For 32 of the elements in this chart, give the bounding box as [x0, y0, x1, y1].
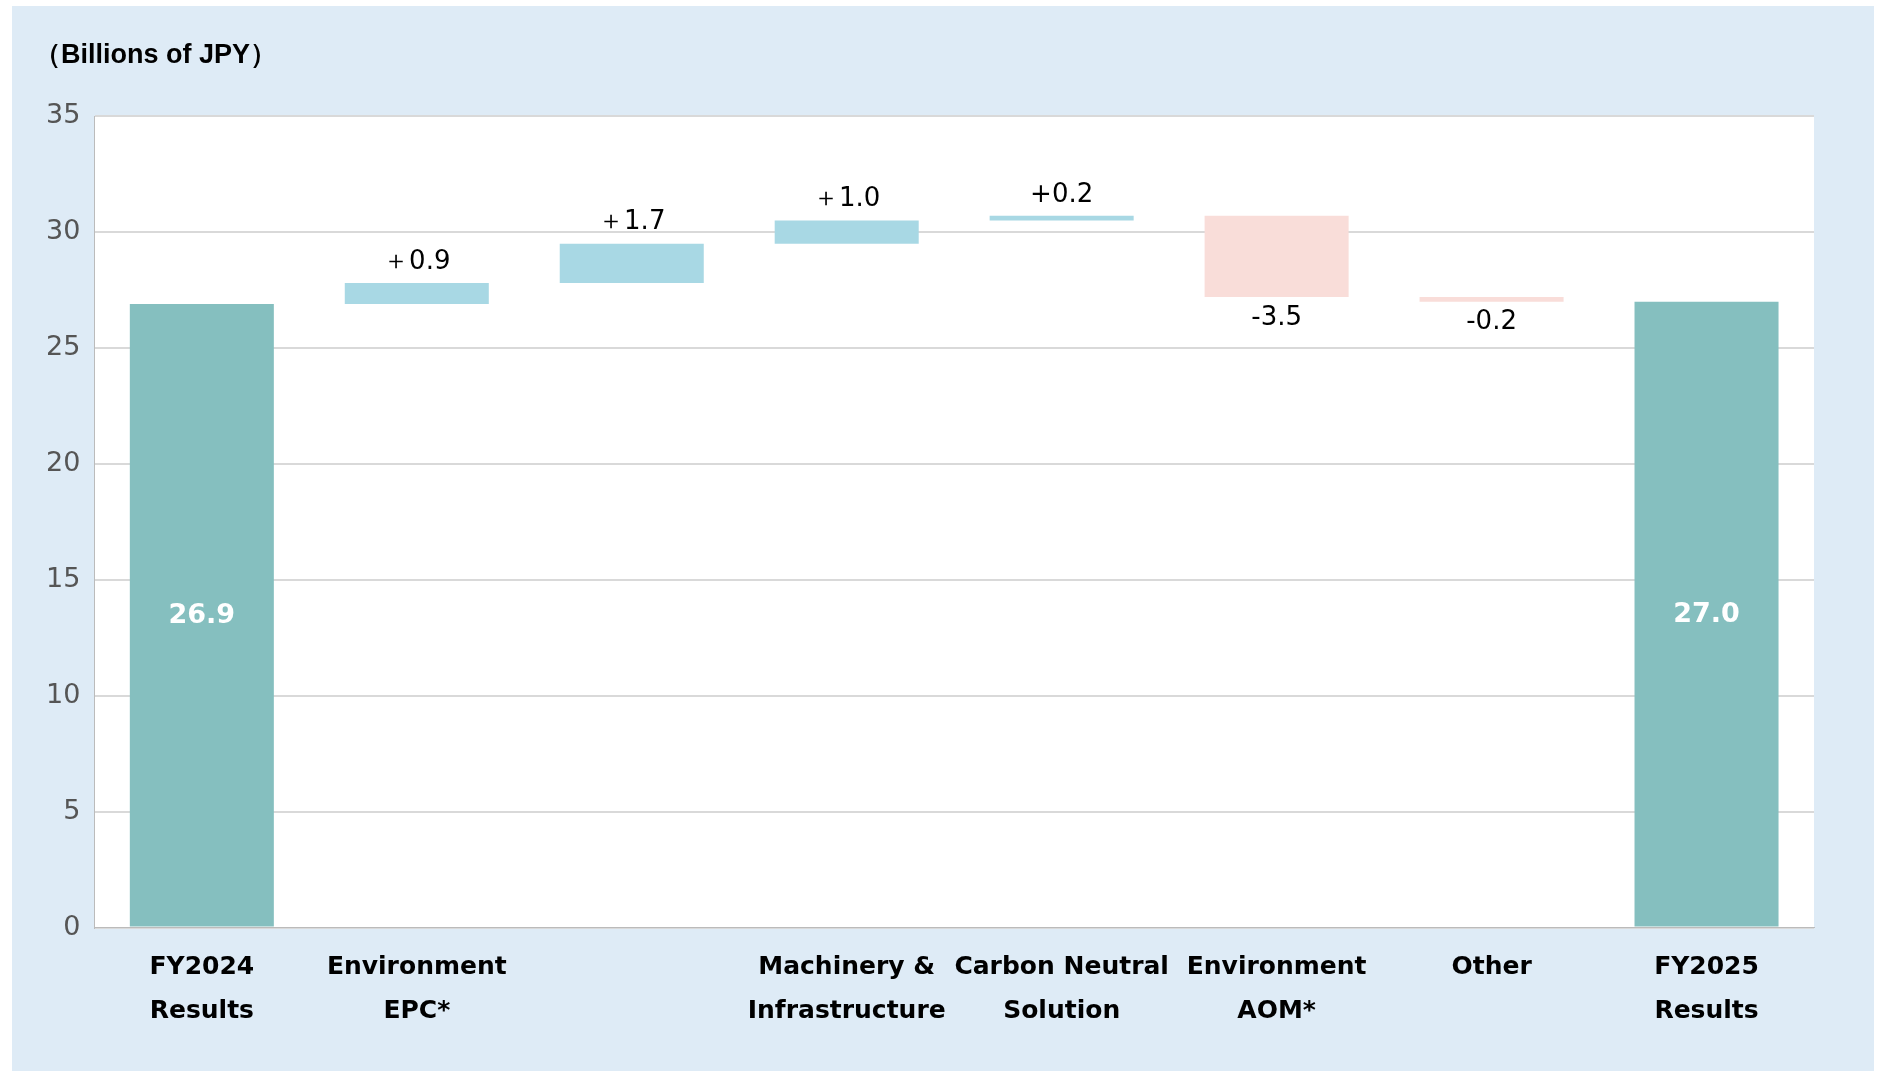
- data-label: 26.9: [168, 597, 236, 629]
- bar: [774, 220, 919, 244]
- data-label: -3.5: [1251, 300, 1302, 331]
- data-label: +0.2: [1030, 177, 1094, 208]
- bar: [559, 243, 704, 284]
- bar: [1204, 215, 1349, 297]
- data-label: ＋0.9: [383, 244, 451, 275]
- bar: [989, 215, 1134, 221]
- x-tick-label: Environment EPC*: [326, 950, 507, 1024]
- bar: [344, 283, 489, 304]
- x-tick-label: FY2025 Results: [1654, 950, 1759, 1024]
- x-tick-label: Other: [1451, 950, 1533, 980]
- x-tick-label: Environment AOM*: [1186, 950, 1367, 1024]
- y-tick-label: 15: [46, 561, 81, 593]
- y-tick-label: 0: [63, 909, 81, 941]
- y-tick-label: 5: [63, 793, 81, 825]
- x-tick-label: Machinery & Infrastructure: [747, 950, 946, 1024]
- bar: [129, 303, 274, 927]
- x-tick-label: Carbon Neutral Solution: [954, 950, 1169, 1024]
- y-tick-label: 35: [46, 98, 81, 130]
- data-label: ＋1.7: [598, 205, 666, 236]
- bar: [1634, 301, 1779, 927]
- y-tick-label: 30: [46, 214, 81, 246]
- y-tick-label: 20: [46, 445, 81, 477]
- y-tick-label: 10: [46, 677, 81, 709]
- y-tick-label: 25: [46, 330, 81, 362]
- data-label: -0.2: [1466, 305, 1517, 336]
- data-label: 27.0: [1673, 596, 1740, 628]
- chart-title: （Billions of JPY）: [34, 38, 278, 71]
- x-tick-label: FY2024 Results: [149, 950, 255, 1024]
- data-label: ＋1.0: [813, 182, 881, 213]
- bar: [1419, 297, 1564, 302]
